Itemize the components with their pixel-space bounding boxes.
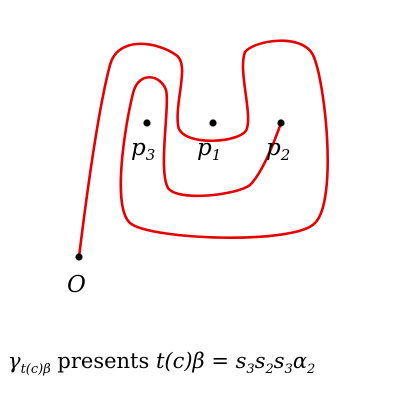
point-p2-marker [277,119,285,127]
point-p3-marker [143,119,151,127]
point-p1-label: p1 [197,135,221,164]
origin-label: O [67,272,86,298]
point-p3-label: p3 [131,135,155,164]
origin-marker [75,253,83,261]
caption: γt(c)β presents t(c)β = s3s2s3α2 [8,349,315,377]
curve-path [77,39,329,259]
point-p1-marker [209,119,217,127]
point-p2-label: p2 [266,135,290,164]
